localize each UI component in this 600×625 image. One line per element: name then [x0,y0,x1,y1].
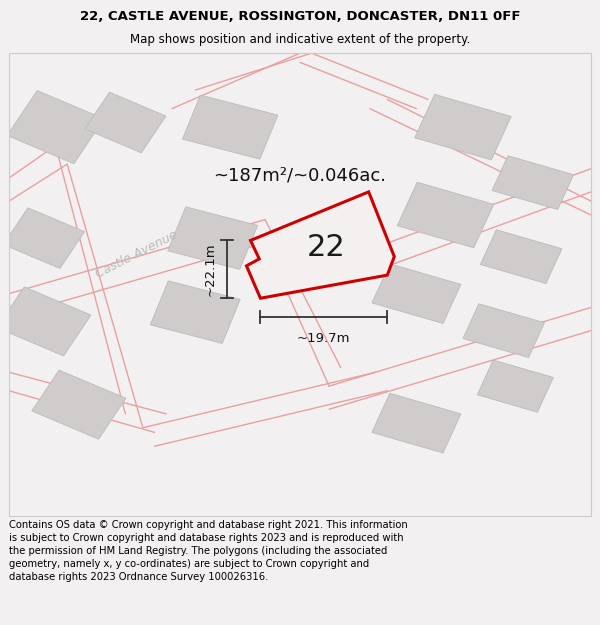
Bar [397,182,494,248]
Text: Castle Avenue: Castle Avenue [94,228,180,281]
Bar [150,281,240,343]
Bar [463,304,544,358]
Bar [168,207,257,269]
Text: ~187m²/~0.046ac.: ~187m²/~0.046ac. [214,167,386,185]
Bar [4,208,85,269]
Bar [32,370,126,439]
Bar [372,264,461,324]
Text: Map shows position and indicative extent of the property.: Map shows position and indicative extent… [130,32,470,46]
Bar [492,156,574,209]
Bar [0,287,91,356]
Text: ~22.1m: ~22.1m [203,242,216,296]
Bar [85,92,166,153]
Bar [481,230,562,284]
Bar [477,360,553,413]
Text: ~19.7m: ~19.7m [297,332,350,346]
Bar [372,393,461,453]
Text: 22: 22 [307,233,346,262]
Text: Contains OS data © Crown copyright and database right 2021. This information
is : Contains OS data © Crown copyright and d… [9,519,408,582]
Text: 22, CASTLE AVENUE, ROSSINGTON, DONCASTER, DN11 0FF: 22, CASTLE AVENUE, ROSSINGTON, DONCASTER… [80,10,520,23]
Bar [182,95,278,159]
Polygon shape [247,192,394,298]
Bar [415,94,511,160]
Bar [7,91,104,164]
